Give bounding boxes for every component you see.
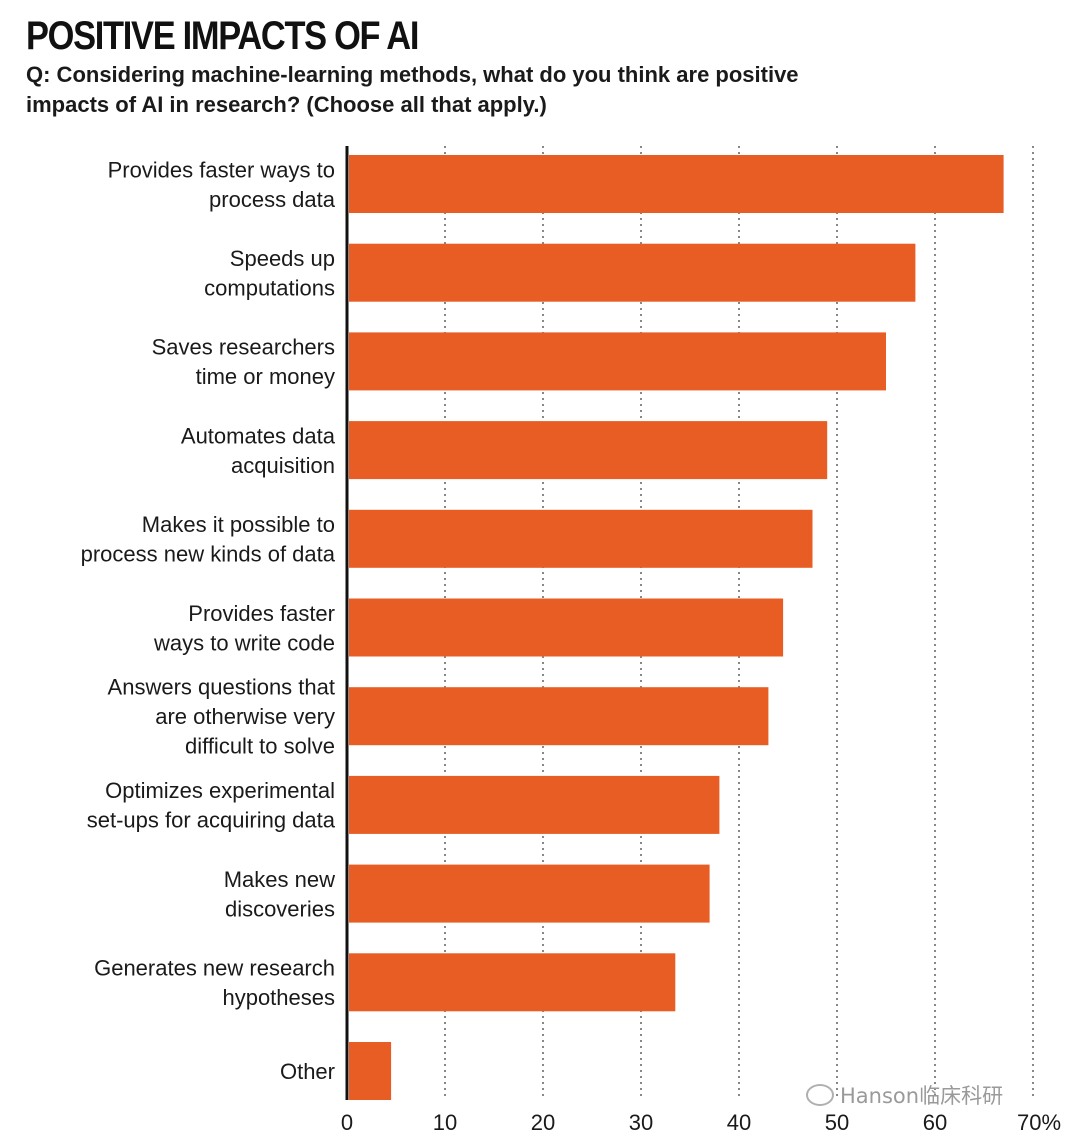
x-tick-label: 10 xyxy=(433,1110,457,1135)
bar xyxy=(349,775,720,834)
category-label: Makes new discoveries xyxy=(224,867,335,922)
x-tick-label: 70% xyxy=(1017,1110,1061,1135)
watermark-text: Hanson临床科研 xyxy=(840,1084,1004,1108)
bar xyxy=(349,953,676,1012)
category-label: Makes it possible to process new kinds of… xyxy=(81,512,336,567)
bar xyxy=(349,864,710,923)
bar xyxy=(349,509,813,568)
x-tick-label: 20 xyxy=(531,1110,555,1135)
category-label: Other xyxy=(280,1059,335,1084)
x-tick-label: 40 xyxy=(727,1110,751,1135)
category-labels: Provides faster ways to process data Speed… xyxy=(81,157,336,1084)
chat-bubble-icon xyxy=(806,1084,834,1106)
bar xyxy=(349,155,1004,213)
x-axis-ticks: 0 10 20 30 40 50 60 70% xyxy=(341,1110,1061,1135)
bar xyxy=(349,687,769,746)
bar xyxy=(349,332,886,391)
category-label: Provides faster ways to write code xyxy=(153,601,335,656)
x-tick-label: 50 xyxy=(825,1110,849,1135)
bar xyxy=(349,598,784,657)
category-label: Saves researchers time or money xyxy=(152,335,335,390)
x-tick-label: 60 xyxy=(923,1110,947,1135)
bars xyxy=(349,155,1004,1100)
category-label: Optimizes experimental set-ups for acquir… xyxy=(87,778,336,833)
bar xyxy=(349,243,916,302)
category-label: Provides faster ways to process data xyxy=(108,157,336,212)
chart-title: POSITIVE IMPACTS OF AI xyxy=(26,14,419,58)
category-label: Speeds up computations xyxy=(204,246,335,301)
watermark: Hanson临床科研 xyxy=(806,1080,1003,1110)
category-label: Answers questions that are otherwise very… xyxy=(108,675,335,759)
bar xyxy=(349,1042,392,1100)
chart-subtitle: Q: Considering machine-learning methods,… xyxy=(26,62,799,117)
category-label: Automates data acquisition xyxy=(181,423,336,478)
x-tick-label: 30 xyxy=(629,1110,653,1135)
category-label: Generates new research hypotheses xyxy=(94,956,335,1011)
bar xyxy=(349,421,828,480)
x-tick-label: 0 xyxy=(341,1110,353,1135)
